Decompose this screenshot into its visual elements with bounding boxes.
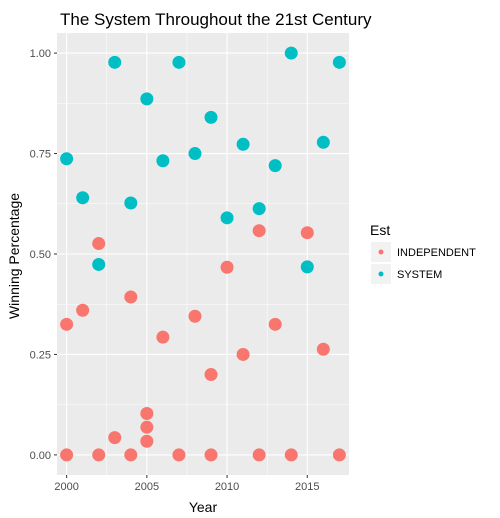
data-point xyxy=(92,448,106,462)
chart-title: The System Throughout the 21st Century xyxy=(60,10,372,29)
x-axis-ticks: 2000 2005 2010 2015 xyxy=(54,475,320,493)
data-point xyxy=(204,448,218,462)
x-tick-label: 2015 xyxy=(295,481,319,493)
data-point xyxy=(332,55,346,69)
y-tick-label: 0.25 xyxy=(30,349,51,361)
data-point xyxy=(140,407,154,421)
legend-key-point xyxy=(378,271,384,277)
data-point xyxy=(60,152,74,166)
data-point xyxy=(332,448,346,462)
data-point xyxy=(124,448,138,462)
data-point xyxy=(140,420,154,434)
y-tick-label: 0.75 xyxy=(30,149,51,161)
x-axis-title: Year xyxy=(189,499,218,515)
legend-label: SYSTEM xyxy=(397,269,442,281)
y-tick-label: 1.00 xyxy=(30,48,51,60)
data-point xyxy=(188,147,202,161)
data-point xyxy=(108,431,122,445)
data-point xyxy=(76,191,90,205)
data-point xyxy=(220,211,234,225)
y-tick-label: 0.00 xyxy=(30,450,51,462)
y-axis-title: Winning Percentage xyxy=(6,193,22,319)
data-point xyxy=(140,434,154,448)
x-tick-label: 2005 xyxy=(135,481,159,493)
data-point xyxy=(284,448,298,462)
data-point xyxy=(204,368,218,382)
series-independent xyxy=(60,224,346,462)
data-point xyxy=(140,92,154,106)
legend: Est INDEPENDENT SYSTEM xyxy=(370,222,476,284)
data-point xyxy=(76,303,90,317)
data-point xyxy=(60,448,74,462)
data-point xyxy=(156,154,170,168)
data-point xyxy=(300,260,314,274)
data-point xyxy=(316,135,330,149)
data-point xyxy=(156,330,170,344)
legend-label: INDEPENDENT xyxy=(397,247,476,259)
data-point xyxy=(252,448,266,462)
data-point xyxy=(316,342,330,356)
data-point xyxy=(172,55,186,69)
legend-key-point xyxy=(378,249,384,255)
data-point xyxy=(204,110,218,124)
data-point xyxy=(108,55,122,69)
data-point xyxy=(236,347,250,361)
series-system xyxy=(60,46,346,274)
data-point xyxy=(124,290,138,304)
y-tick-label: 0.50 xyxy=(30,249,51,261)
data-point xyxy=(284,46,298,60)
data-point xyxy=(236,137,250,151)
data-point xyxy=(172,448,186,462)
data-point xyxy=(188,309,202,323)
data-point xyxy=(92,257,106,271)
legend-item: INDEPENDENT xyxy=(371,242,476,262)
legend-title: Est xyxy=(370,222,390,238)
data-point xyxy=(220,260,234,274)
data-point xyxy=(60,317,74,331)
data-point xyxy=(92,237,106,251)
data-points xyxy=(60,46,346,462)
data-point xyxy=(300,226,314,240)
data-point xyxy=(268,317,282,331)
y-axis-ticks: 0.00 0.25 0.50 0.75 1.00 xyxy=(30,48,57,462)
data-point xyxy=(252,224,266,238)
legend-item: SYSTEM xyxy=(371,264,442,284)
x-tick-label: 2010 xyxy=(215,481,239,493)
x-tick-label: 2000 xyxy=(54,481,78,493)
grid-major xyxy=(57,33,349,475)
data-point xyxy=(268,159,282,173)
data-point xyxy=(252,202,266,216)
data-point xyxy=(124,196,138,210)
